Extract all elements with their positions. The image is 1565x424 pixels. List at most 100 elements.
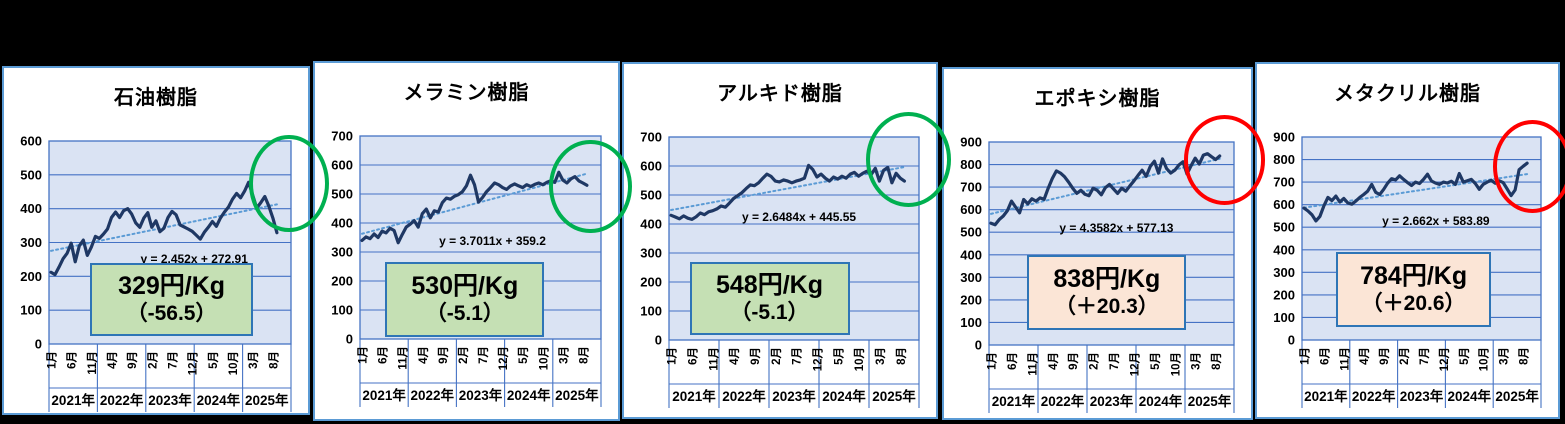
month-tick-label: 7月 xyxy=(167,351,180,369)
y-tick-label: 500 xyxy=(1273,220,1295,235)
price-change: （＋20.3） xyxy=(1054,294,1159,318)
year-label: 2022年 xyxy=(100,392,144,408)
month-tick-label: 12月 xyxy=(187,351,200,375)
month-tick-label: 5月 xyxy=(517,346,530,364)
y-tick-label: 100 xyxy=(331,303,353,318)
year-label: 2024年 xyxy=(1139,393,1183,409)
month-tick-label: 10月 xyxy=(537,346,550,370)
month-tick-label: 12月 xyxy=(497,346,510,370)
month-tick-label: 8月 xyxy=(1518,347,1531,365)
y-tick-label: 100 xyxy=(20,303,42,318)
y-tick-label: 900 xyxy=(1273,130,1295,145)
month-tick-label: 5月 xyxy=(207,351,220,369)
chart-panel: エポキシ樹脂 0 100 200 300 400 500 600 700 800 900 1月 6月 1… xyxy=(942,67,1266,420)
month-tick-label: 6月 xyxy=(66,351,79,369)
year-label: 2025年 xyxy=(245,392,289,408)
year-label: 2022年 xyxy=(1041,393,1085,409)
price-value: 838円/Kg xyxy=(1053,265,1161,294)
y-tick-label: 700 xyxy=(960,180,982,195)
chart-panel: メラミン樹脂 0 100 200 300 400 500 600 700 1月 6月 11月 4月 9月… xyxy=(313,61,632,421)
chart-panel: メタクリル樹脂 0 100 200 300 400 500 600 700 800 900 1月 6月… xyxy=(1255,62,1565,419)
price-change: （＋20.6） xyxy=(1361,291,1466,315)
year-label: 2023年 xyxy=(459,387,503,403)
year-label: 2024年 xyxy=(507,387,551,403)
y-tick-label: 400 xyxy=(20,201,42,216)
month-tick-label: 7月 xyxy=(1418,347,1431,365)
price-line-chart: 0 100 200 300 400 500 600 700 800 900 1月 6月 11月 4月 9月 2… xyxy=(1273,130,1542,408)
price-label-box: 530円/Kg （-5.1） xyxy=(385,261,545,337)
year-label: 2021年 xyxy=(672,388,716,404)
y-tick-label: 500 xyxy=(331,187,353,202)
y-tick-label: 800 xyxy=(960,157,982,172)
month-tick-label: 7月 xyxy=(791,347,804,365)
year-label: 2021年 xyxy=(51,392,95,408)
trend-equation: y = 2.6484x + 445.55 xyxy=(741,210,857,225)
trend-equation: y = 2.452x + 272.91 xyxy=(140,251,248,266)
month-tick-label: 11月 xyxy=(1026,352,1039,376)
trend-line xyxy=(670,166,906,212)
year-label: 2021年 xyxy=(1304,388,1348,404)
y-tick-label: 600 xyxy=(20,134,42,149)
trend-equation: y = 2.662x + 583.89 xyxy=(1382,214,1490,229)
y-tick-label: 600 xyxy=(331,158,353,173)
month-tick-label: 4月 xyxy=(106,351,119,369)
y-tick-label: 200 xyxy=(20,269,42,284)
year-label: 2025年 xyxy=(555,387,599,403)
highlight-circle xyxy=(865,111,951,207)
month-tick-label: 12月 xyxy=(1128,352,1141,376)
y-tick-label: 800 xyxy=(1273,152,1295,167)
y-tick-label: 400 xyxy=(640,217,662,232)
month-tick-label: 11月 xyxy=(397,346,410,370)
y-tick-label: 0 xyxy=(35,337,42,352)
y-tick-label: 400 xyxy=(1273,242,1295,257)
series-line xyxy=(669,163,906,221)
chart-panel: 石油樹脂 0 100 200 300 400 500 600 1月 6月 11月 4月 9月 2月 7月 1… xyxy=(2,66,329,415)
chart-title: アルキド樹脂 xyxy=(717,83,843,105)
y-tick-label: 0 xyxy=(1288,333,1295,348)
month-tick-label: 6月 xyxy=(1006,352,1019,370)
price-label-box: 838円/Kg （＋20.3） xyxy=(1027,255,1187,331)
y-tick-label: 900 xyxy=(960,135,982,150)
y-tick-label: 300 xyxy=(640,246,662,261)
month-tick-label: 8月 xyxy=(267,351,280,369)
month-tick-label: 5月 xyxy=(832,347,845,365)
highlight-circle xyxy=(249,134,329,233)
month-tick-label: 4月 xyxy=(417,346,430,364)
month-tick-label: 10月 xyxy=(1478,347,1491,371)
price-value: 329円/Kg xyxy=(118,272,226,301)
month-tick-label: 11月 xyxy=(86,351,99,375)
y-tick-label: 700 xyxy=(1273,175,1295,190)
year-label: 2021年 xyxy=(362,387,406,403)
chart-title: メタクリル樹脂 xyxy=(1334,83,1481,105)
y-tick-label: 300 xyxy=(20,235,42,250)
year-label: 2023年 xyxy=(772,388,816,404)
price-value: 548円/Kg xyxy=(716,271,823,300)
month-tick-label: 9月 xyxy=(1378,347,1391,365)
price-label-box: 784円/Kg （＋20.6） xyxy=(1336,251,1491,327)
series-line xyxy=(989,152,1222,227)
month-tick-label: 9月 xyxy=(126,351,139,369)
month-tick-label: 8月 xyxy=(895,347,908,365)
month-tick-label: 4月 xyxy=(1358,347,1371,365)
month-tick-label: 9月 xyxy=(749,347,762,365)
year-label: 2023年 xyxy=(148,392,192,408)
y-tick-label: 200 xyxy=(960,292,982,307)
month-tick-label: 2月 xyxy=(1398,347,1411,365)
month-tick-label: 4月 xyxy=(1047,352,1060,370)
month-tick-label: 5月 xyxy=(1458,347,1471,365)
y-tick-label: 300 xyxy=(331,245,353,260)
y-tick-label: 300 xyxy=(1273,265,1295,280)
price-value: 530円/Kg xyxy=(411,272,519,301)
chart-title: エポキシ樹脂 xyxy=(1034,88,1161,110)
highlight-circle xyxy=(1183,115,1266,205)
year-label: 2024年 xyxy=(1448,388,1492,404)
month-tick-label: 1月 xyxy=(1298,347,1311,365)
month-tick-label: 2月 xyxy=(1088,352,1101,370)
month-tick-label: 8月 xyxy=(1210,352,1223,370)
y-tick-label: 600 xyxy=(640,159,662,174)
month-tick-label: 2月 xyxy=(146,351,159,369)
month-tick-label: 12月 xyxy=(811,347,824,371)
year-label: 2025年 xyxy=(1495,388,1539,404)
chart-title: メラミン樹脂 xyxy=(403,82,530,104)
